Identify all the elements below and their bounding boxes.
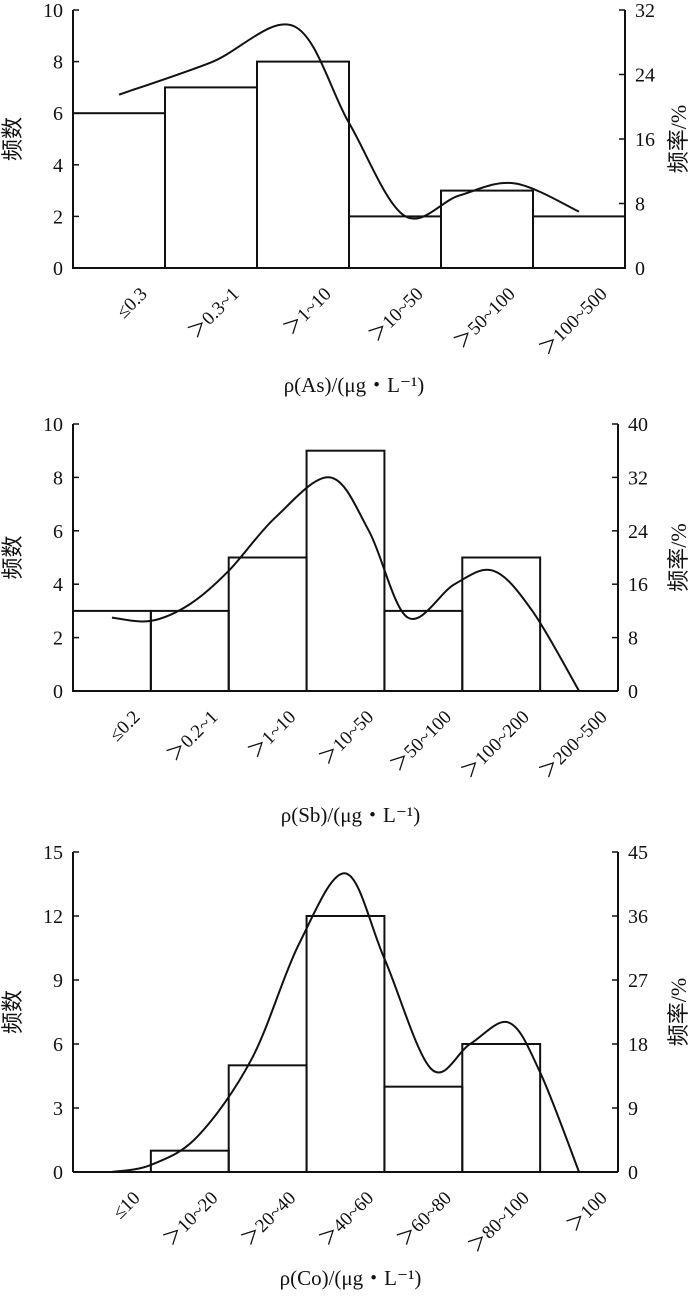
category-label-5: ＞50~100 [450,284,519,353]
bar-3 [227,556,308,692]
left-tick-label: 6 [53,1034,63,1056]
bar-4 [348,215,442,269]
category-label-1: ≤10 [109,1188,145,1224]
bar-4 [305,915,386,1173]
left-tick-label: 8 [53,52,63,74]
bar-2 [149,609,230,693]
left-tick-label: 0 [53,681,63,703]
bar-4 [305,449,386,693]
left-tick-label: 6 [53,521,63,543]
right-tick-label: 32 [635,0,655,22]
category-label-6: ＞100~200 [458,707,534,783]
left-tick-label: 0 [53,1162,63,1184]
right-axis-title: 频率/% [666,978,691,1046]
right-tick-label: 0 [635,258,645,280]
right-axis-title: 频率/% [666,523,691,591]
x-axis-title: ρ(Co)/(μg・L⁻¹) [280,1266,422,1290]
x-axis-title: ρ(As)/(μg・L⁻¹) [284,373,425,397]
category-label-1: ≤0.2 [105,707,144,746]
category-label-4: ＞10~50 [316,707,378,769]
right-tick-label: 9 [628,1098,638,1120]
right-tick-label: 24 [635,65,655,87]
left-tick-label: 2 [53,628,63,650]
frequency-curve [118,23,580,220]
right-tick-label: 0 [628,1162,638,1184]
left-axis-title: 频数 [0,535,25,579]
category-label-7: ＞100 [563,1188,611,1236]
category-label-3: ＞1~10 [280,284,336,340]
left-axis-title: 频数 [0,117,25,161]
category-label-2: ＞0.2~1 [163,707,222,766]
left-tick-label: 3 [53,1098,63,1120]
category-label-4: ＞10~50 [365,284,427,346]
category-label-6: ＞80~100 [465,1188,534,1257]
frequency-curve [111,872,581,1173]
category-label-7: ＞200~500 [536,707,612,783]
right-tick-label: 16 [628,574,648,596]
bar-2 [149,1149,230,1173]
right-tick-label: 45 [628,842,648,864]
bar-1 [72,112,166,269]
right-tick-label: 8 [635,194,645,216]
right-tick-label: 32 [628,467,648,489]
category-label-6: ＞100~500 [536,284,612,360]
left-tick-label: 9 [53,970,63,992]
left-tick-label: 0 [53,258,63,280]
right-tick-label: 40 [628,414,648,436]
bar-6 [461,556,542,692]
bar-5 [383,1085,464,1173]
right-axis-title: 频率/% [666,105,691,173]
left-tick-label: 8 [53,467,63,489]
category-label-1: ≤0.3 [113,284,152,323]
frequency-curve [111,476,580,692]
bar-6 [461,1043,542,1173]
left-tick-label: 12 [43,906,63,928]
left-tick-label: 10 [43,414,63,436]
left-tick-label: 6 [53,103,63,125]
category-label-3: ＞20~40 [238,1188,300,1250]
bar-5 [383,609,464,693]
category-label-4: ＞40~60 [316,1188,378,1250]
category-label-5: ＞60~80 [394,1188,456,1250]
bar-1 [72,609,152,693]
right-tick-label: 36 [628,906,648,928]
category-label-2: ＞0.3~1 [185,284,244,343]
x-axis-title: ρ(Sb)/(μg・L⁻¹) [281,803,420,827]
right-tick-label: 8 [628,628,638,650]
category-label-3: ＞1~10 [245,707,301,763]
left-axis-title: 频数 [0,990,25,1034]
left-tick-label: 15 [43,842,63,864]
right-tick-label: 24 [628,521,648,543]
left-tick-label: 4 [53,574,63,596]
bar-5 [440,189,534,270]
category-label-2: ＞10~20 [160,1188,222,1250]
right-tick-label: 18 [628,1034,648,1056]
category-label-5: ＞50~100 [387,707,456,776]
left-tick-label: 10 [43,0,63,22]
left-tick-label: 2 [53,206,63,228]
bar-2 [164,86,258,270]
bar-6 [532,215,626,269]
left-tick-label: 4 [53,155,63,177]
right-tick-label: 16 [635,129,655,151]
right-tick-label: 0 [628,681,638,703]
right-tick-label: 27 [628,970,648,992]
bar-3 [227,1064,308,1174]
